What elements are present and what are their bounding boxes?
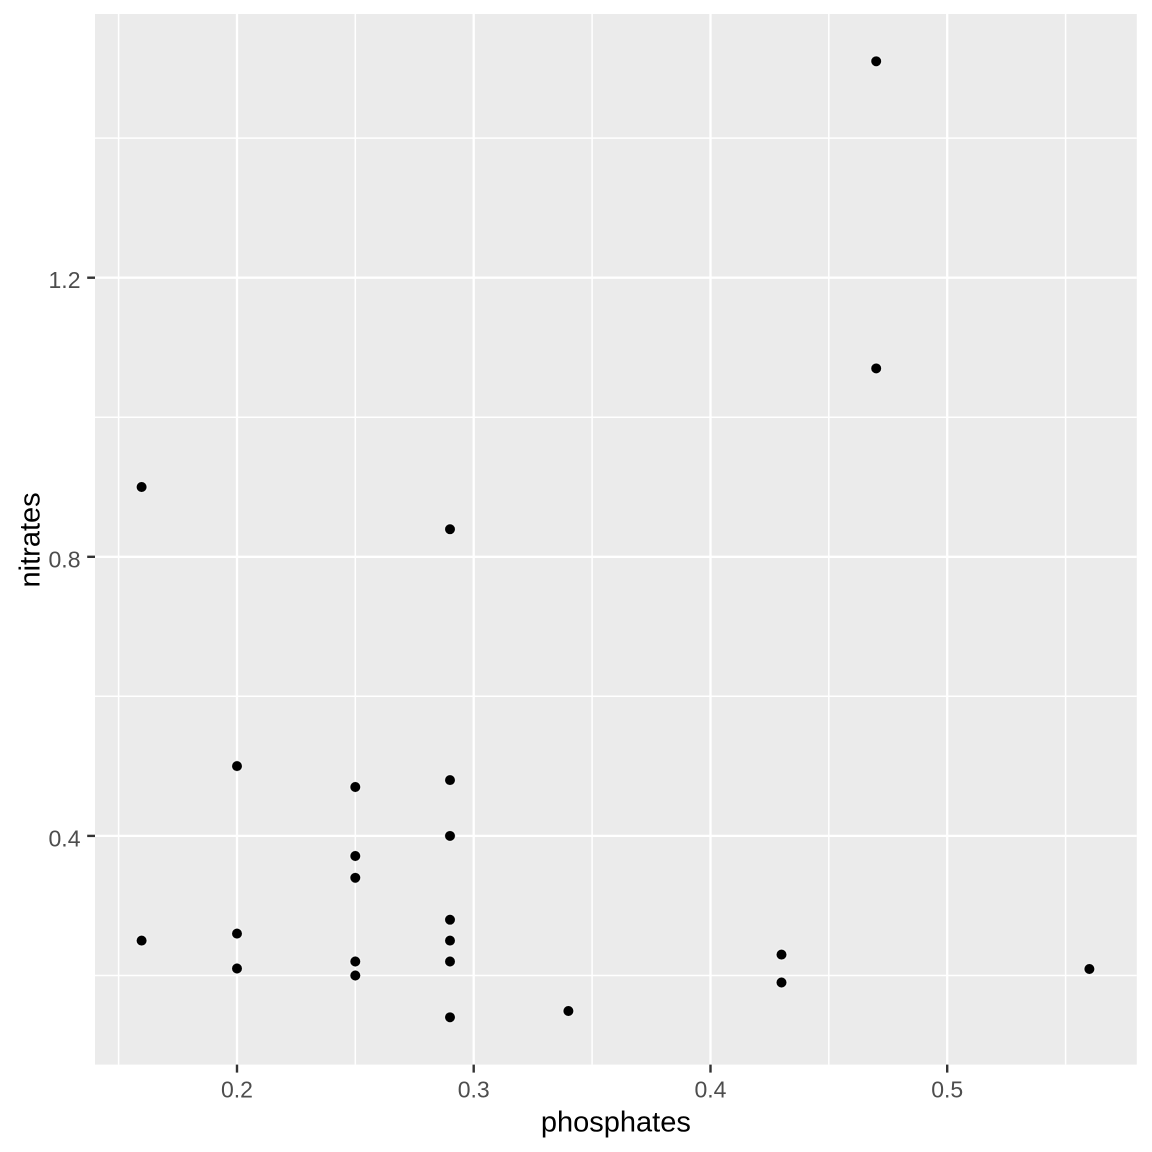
svg-text:nitrates: nitrates xyxy=(15,492,47,587)
svg-text:0.5: 0.5 xyxy=(931,1077,963,1103)
svg-text:0.3: 0.3 xyxy=(458,1077,490,1103)
svg-text:0.8: 0.8 xyxy=(49,546,81,572)
svg-text:0.4: 0.4 xyxy=(695,1077,727,1103)
svg-text:0.2: 0.2 xyxy=(221,1077,253,1103)
svg-text:1.2: 1.2 xyxy=(49,267,81,293)
svg-text:0.4: 0.4 xyxy=(49,825,81,851)
svg-text:phosphates: phosphates xyxy=(541,1107,691,1139)
